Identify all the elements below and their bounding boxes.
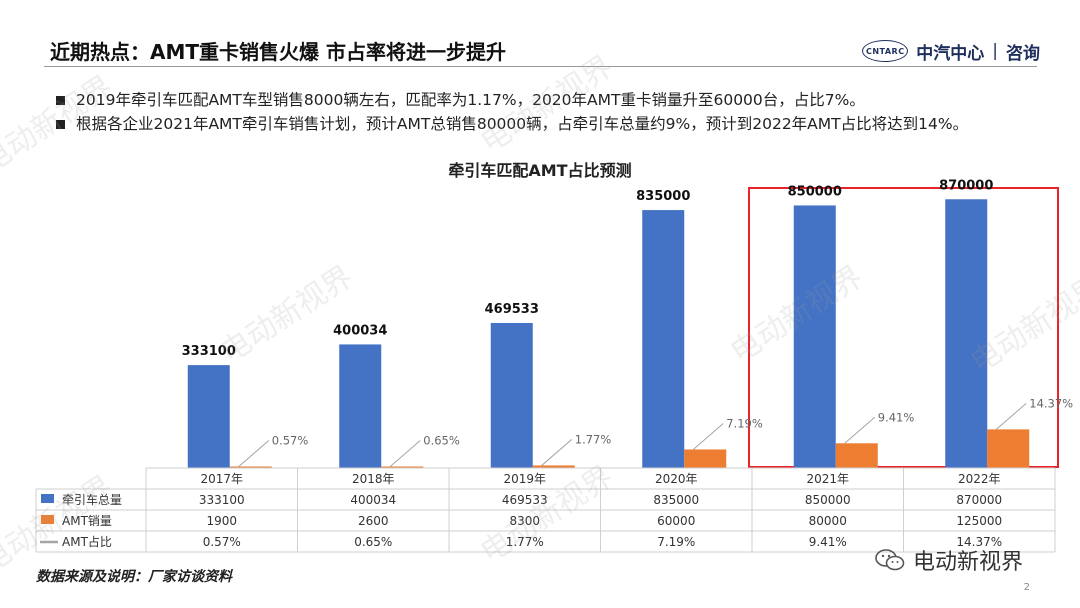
share-leader-line xyxy=(692,423,724,450)
total-bar xyxy=(490,322,533,468)
total-bar xyxy=(642,210,685,469)
amt-bar xyxy=(229,466,272,468)
table-cell: 8300 xyxy=(509,514,540,528)
share-leader-line xyxy=(995,403,1027,430)
legend-key-swatch xyxy=(41,494,54,503)
x-tick-label: 2020年 xyxy=(655,472,698,486)
amt-bar xyxy=(532,465,575,468)
legend-label: AMT销量 xyxy=(62,514,112,528)
total-bar-label: 400034 xyxy=(333,323,387,338)
page-number: 2 xyxy=(1023,582,1030,593)
amt-bar xyxy=(835,443,878,468)
share-leader-line xyxy=(238,440,270,467)
total-bar-label: 333100 xyxy=(182,344,236,359)
wechat-icon xyxy=(875,549,905,571)
total-bar-label: 850000 xyxy=(788,184,842,199)
amt-bar xyxy=(381,466,424,468)
wechat-account-mark: 电动新视界 xyxy=(875,544,1023,576)
x-tick-label: 2021年 xyxy=(806,472,849,486)
table-cell: 835000 xyxy=(653,493,699,507)
brand-separator: | xyxy=(992,41,998,61)
bullet-item-2: 根据各企业2021年AMT牵引车销售计划，预计AMT总销售80000辆，占牵引车… xyxy=(54,112,1034,136)
page-title: 近期热点：AMT重卡销售火爆 市占率将进一步提升 xyxy=(50,40,506,64)
brand-name: 中汽中心 xyxy=(916,43,985,64)
brand-logo-group: CNTARC 中汽中心 | 咨询 xyxy=(862,38,1040,64)
cntarc-logo-icon: CNTARC xyxy=(862,40,909,62)
highlight-box xyxy=(748,187,1059,468)
share-leader-line xyxy=(541,439,573,466)
wechat-account-name: 电动新视界 xyxy=(913,550,1024,575)
table-cell: 400034 xyxy=(350,493,396,507)
x-tick-label: 2022年 xyxy=(958,472,1001,486)
table-cell: 0.65% xyxy=(354,535,392,549)
legend-label: AMT占比 xyxy=(62,534,112,549)
table-cell: 80000 xyxy=(809,514,847,528)
table-cell: 870000 xyxy=(956,493,1002,507)
total-bar xyxy=(187,365,230,468)
total-bar-label: 870000 xyxy=(939,178,993,193)
data-source-note: 数据来源及说明：厂家访谈资料 xyxy=(36,569,232,585)
table-cell: 0.57% xyxy=(203,535,241,549)
x-tick-label: 2018年 xyxy=(352,472,395,486)
share-label: 1.77% xyxy=(575,432,612,446)
table-cell: 333100 xyxy=(199,493,245,507)
share-label: 0.57% xyxy=(272,434,309,448)
table-cell: 469533 xyxy=(502,493,548,507)
share-label: 0.65% xyxy=(423,434,460,448)
share-leader-line xyxy=(389,440,421,467)
amt-bar xyxy=(684,449,727,468)
table-cell: 1900 xyxy=(206,514,237,528)
amt-bar xyxy=(987,429,1030,468)
table-cell: 850000 xyxy=(805,493,851,507)
table-cell: 14.37% xyxy=(956,535,1002,549)
table-cell: 9.41% xyxy=(809,535,847,549)
total-bar xyxy=(339,344,382,468)
share-leader-line xyxy=(844,416,876,444)
chart-title: 牵引车匹配AMT占比预测 xyxy=(448,161,632,180)
bullet-list: 2019年牵引车匹配AMT车型销售8000辆左右，匹配率为1.17%，2020年… xyxy=(54,88,1034,136)
brand-sub: 咨询 xyxy=(1006,43,1040,64)
title-divider xyxy=(44,66,1037,67)
total-bar-label: 835000 xyxy=(636,189,690,204)
x-tick-label: 2019年 xyxy=(503,472,546,486)
share-label: 7.19% xyxy=(726,416,763,430)
x-tick-label: 2017年 xyxy=(200,472,243,486)
table-cell: 1.77% xyxy=(506,535,544,549)
table-cell: 2600 xyxy=(358,514,389,528)
bullet-item-1: 2019年牵引车匹配AMT车型销售8000辆左右，匹配率为1.17%，2020年… xyxy=(54,88,1034,112)
total-bar xyxy=(793,205,836,468)
total-bar xyxy=(945,199,988,468)
share-label: 14.37% xyxy=(1029,396,1073,410)
legend-key-swatch xyxy=(41,515,54,524)
table-cell: 125000 xyxy=(956,514,1002,528)
table-cell: 60000 xyxy=(657,514,695,528)
share-label: 9.41% xyxy=(878,410,915,424)
total-bar-label: 469533 xyxy=(485,302,539,317)
legend-label: 牵引车总量 xyxy=(62,492,122,507)
table-cell: 7.19% xyxy=(657,535,695,549)
